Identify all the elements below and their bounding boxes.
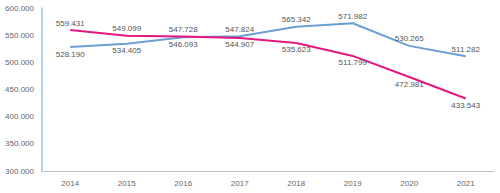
svg-text:530.265: 530.265 [395, 34, 424, 43]
svg-text:546.093: 546.093 [169, 40, 198, 49]
svg-text:547.824: 547.824 [225, 25, 254, 34]
svg-text:565.342: 565.342 [282, 15, 311, 24]
svg-text:528.190: 528.190 [56, 50, 85, 59]
svg-text:2016: 2016 [174, 179, 192, 188]
svg-text:534.405: 534.405 [112, 46, 141, 55]
svg-text:559.431: 559.431 [56, 19, 85, 28]
svg-text:2021: 2021 [457, 179, 475, 188]
svg-text:549.099: 549.099 [112, 24, 141, 33]
svg-text:400.000: 400.000 [5, 112, 34, 121]
svg-text:571.982: 571.982 [338, 12, 367, 21]
svg-text:450.000: 450.000 [5, 85, 34, 94]
svg-text:550.000: 550.000 [5, 31, 34, 40]
svg-text:300.000: 300.000 [5, 167, 34, 176]
svg-text:511.799: 511.799 [339, 58, 368, 67]
svg-text:511.282: 511.282 [452, 45, 481, 54]
svg-text:2018: 2018 [287, 179, 305, 188]
svg-text:544.907: 544.907 [225, 40, 254, 49]
svg-text:500.000: 500.000 [5, 58, 34, 67]
svg-text:547.728: 547.728 [169, 25, 198, 34]
svg-text:2017: 2017 [231, 179, 249, 188]
svg-text:350.000: 350.000 [5, 139, 34, 148]
svg-text:600.000: 600.000 [5, 4, 34, 13]
svg-text:2020: 2020 [400, 179, 418, 188]
svg-text:472.981: 472.981 [395, 80, 424, 89]
svg-text:535.623: 535.623 [282, 45, 311, 54]
svg-text:2015: 2015 [118, 179, 136, 188]
svg-text:433.543: 433.543 [451, 101, 480, 110]
svg-text:2014: 2014 [61, 179, 79, 188]
svg-text:2019: 2019 [344, 179, 362, 188]
